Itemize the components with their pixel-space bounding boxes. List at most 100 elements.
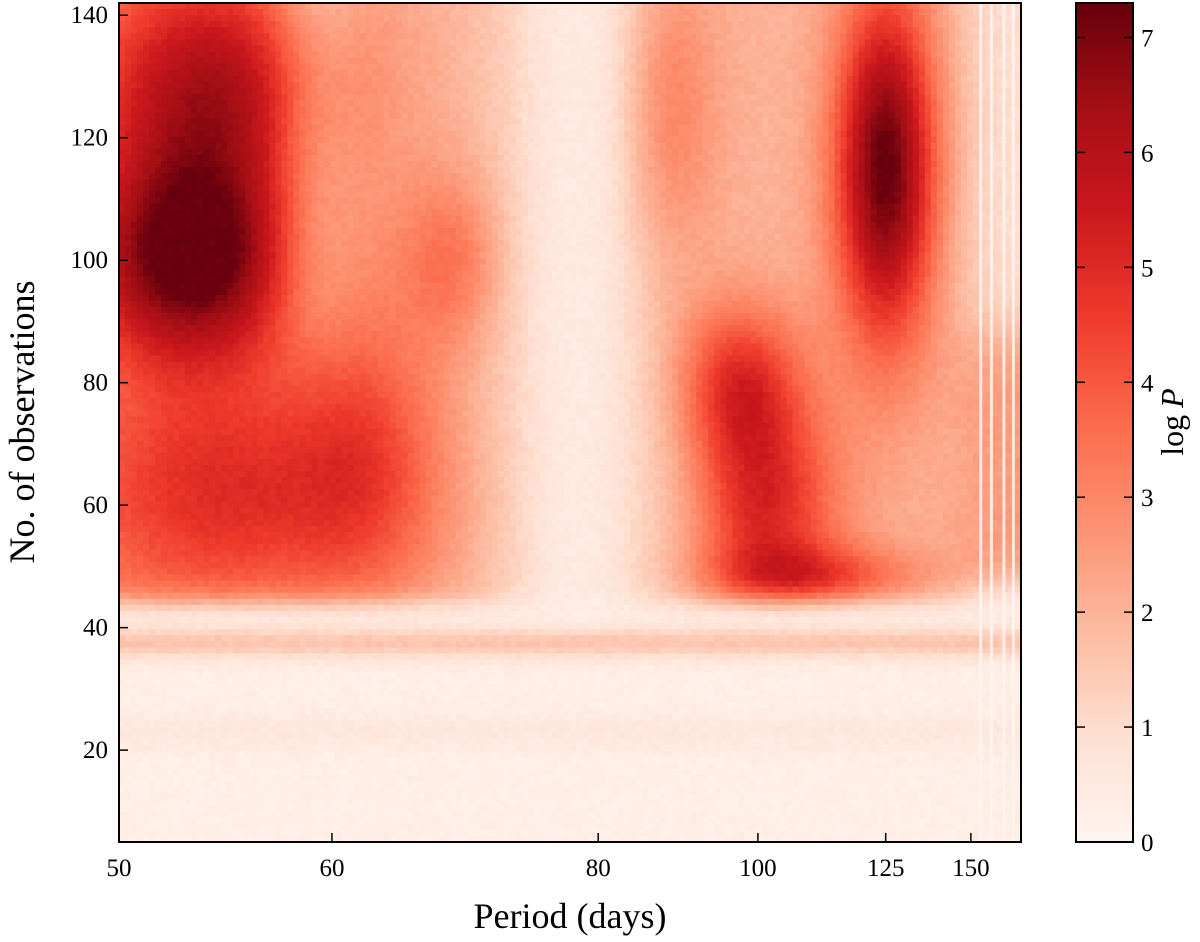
heatmap-cell bbox=[419, 39, 427, 47]
heatmap-cell bbox=[557, 51, 565, 59]
heatmap-cell bbox=[227, 124, 234, 132]
heatmap-cell bbox=[840, 154, 848, 162]
heatmap-cell bbox=[197, 142, 204, 150]
heatmap-cell bbox=[702, 57, 709, 65]
heatmap-cell bbox=[527, 45, 535, 53]
heatmap-cell bbox=[263, 3, 270, 10]
heatmap-cell bbox=[666, 69, 673, 77]
heatmap-cell bbox=[371, 75, 379, 83]
heatmap-cell bbox=[197, 3, 204, 10]
heatmap-cell bbox=[341, 57, 349, 65]
heatmap-cell bbox=[275, 88, 282, 95]
heatmap-cell bbox=[912, 173, 920, 180]
heatmap-cell bbox=[684, 3, 691, 10]
heatmap-cell bbox=[431, 118, 439, 126]
heatmap-cell bbox=[612, 75, 619, 83]
heatmap-cell bbox=[359, 100, 367, 107]
heatmap-cell bbox=[323, 57, 331, 65]
heatmap-cell bbox=[810, 130, 818, 138]
heatmap-cell bbox=[305, 39, 313, 47]
heatmap-cell bbox=[834, 100, 842, 107]
heatmap-cell bbox=[317, 33, 325, 41]
heatmap-cell bbox=[654, 100, 661, 107]
heatmap-cell bbox=[1014, 21, 1021, 28]
heatmap-cell bbox=[918, 112, 926, 120]
heatmap-cell bbox=[936, 179, 944, 186]
heatmap-cell bbox=[425, 124, 433, 132]
heatmap-cell bbox=[419, 142, 427, 150]
heatmap-cell bbox=[521, 39, 529, 47]
heatmap-cell bbox=[936, 112, 944, 120]
heatmap-cell bbox=[125, 57, 132, 65]
heatmap-cell bbox=[347, 3, 355, 10]
heatmap-cell bbox=[624, 124, 631, 132]
heatmap-cell bbox=[882, 94, 890, 101]
heatmap-cell bbox=[401, 75, 409, 83]
heatmap-cell bbox=[786, 173, 794, 180]
heatmap-cell bbox=[720, 173, 727, 180]
heatmap-cell bbox=[269, 179, 276, 186]
heatmap-cell bbox=[551, 33, 559, 41]
heatmap-cell bbox=[984, 51, 992, 59]
heatmap-cell bbox=[287, 75, 294, 83]
heatmap-cell bbox=[828, 94, 836, 101]
heatmap-cell bbox=[1014, 15, 1021, 22]
heatmap-cell bbox=[491, 3, 499, 10]
heatmap-cell bbox=[726, 179, 733, 186]
heatmap-cell bbox=[419, 15, 427, 22]
heatmap-cell bbox=[864, 112, 872, 120]
heatmap-cell bbox=[431, 3, 439, 10]
heatmap-cell bbox=[828, 136, 836, 144]
heatmap-cell bbox=[479, 167, 487, 174]
heatmap-cell bbox=[804, 51, 812, 59]
heatmap-cell bbox=[329, 94, 337, 101]
heatmap-cell bbox=[197, 69, 204, 77]
heatmap-cell bbox=[606, 154, 613, 162]
heatmap-cell bbox=[978, 106, 986, 114]
heatmap-cell bbox=[810, 75, 818, 83]
heatmap-cell bbox=[768, 33, 776, 41]
heatmap-cell bbox=[521, 3, 529, 10]
heatmap-cell bbox=[365, 112, 373, 120]
heatmap-cell bbox=[972, 9, 980, 16]
heatmap-cell bbox=[485, 118, 493, 126]
heatmap-cell bbox=[479, 45, 487, 53]
heatmap-cell bbox=[155, 45, 162, 53]
heatmap-cell bbox=[978, 191, 986, 199]
heatmap-cell bbox=[768, 3, 776, 10]
heatmap-cell bbox=[509, 112, 517, 120]
heatmap-cell bbox=[678, 118, 685, 126]
heatmap-cell bbox=[978, 21, 986, 28]
heatmap-cell bbox=[431, 197, 439, 205]
heatmap-cell bbox=[305, 9, 313, 16]
heatmap-cell bbox=[539, 69, 547, 77]
heatmap-cell bbox=[732, 106, 739, 114]
heatmap-cell bbox=[618, 3, 625, 10]
heatmap-cell bbox=[822, 197, 830, 205]
heatmap-cell bbox=[894, 94, 902, 101]
heatmap-cell bbox=[936, 148, 944, 156]
heatmap-cell bbox=[503, 197, 511, 205]
heatmap-cell bbox=[443, 148, 451, 156]
heatmap-cell bbox=[155, 63, 162, 71]
heatmap-cell bbox=[167, 51, 174, 59]
heatmap-cell bbox=[299, 69, 307, 77]
heatmap-cell bbox=[870, 173, 878, 180]
heatmap-cell bbox=[594, 57, 601, 65]
heatmap-cell bbox=[804, 185, 812, 193]
heatmap-cell bbox=[143, 167, 150, 174]
heatmap-cell bbox=[648, 106, 655, 114]
heatmap-cell bbox=[377, 161, 385, 168]
heatmap-cell bbox=[612, 94, 619, 101]
heatmap-cell bbox=[702, 88, 709, 95]
heatmap-cell bbox=[443, 75, 451, 83]
heatmap-cell bbox=[269, 82, 276, 89]
heatmap-cell bbox=[750, 136, 758, 144]
heatmap-cell bbox=[642, 154, 649, 162]
heatmap-cell bbox=[503, 82, 511, 89]
heatmap-cell bbox=[570, 69, 577, 77]
heatmap-cell bbox=[557, 112, 565, 120]
heatmap-cell bbox=[545, 185, 553, 193]
heatmap-cell bbox=[918, 69, 926, 77]
heatmap-cell bbox=[906, 51, 914, 59]
